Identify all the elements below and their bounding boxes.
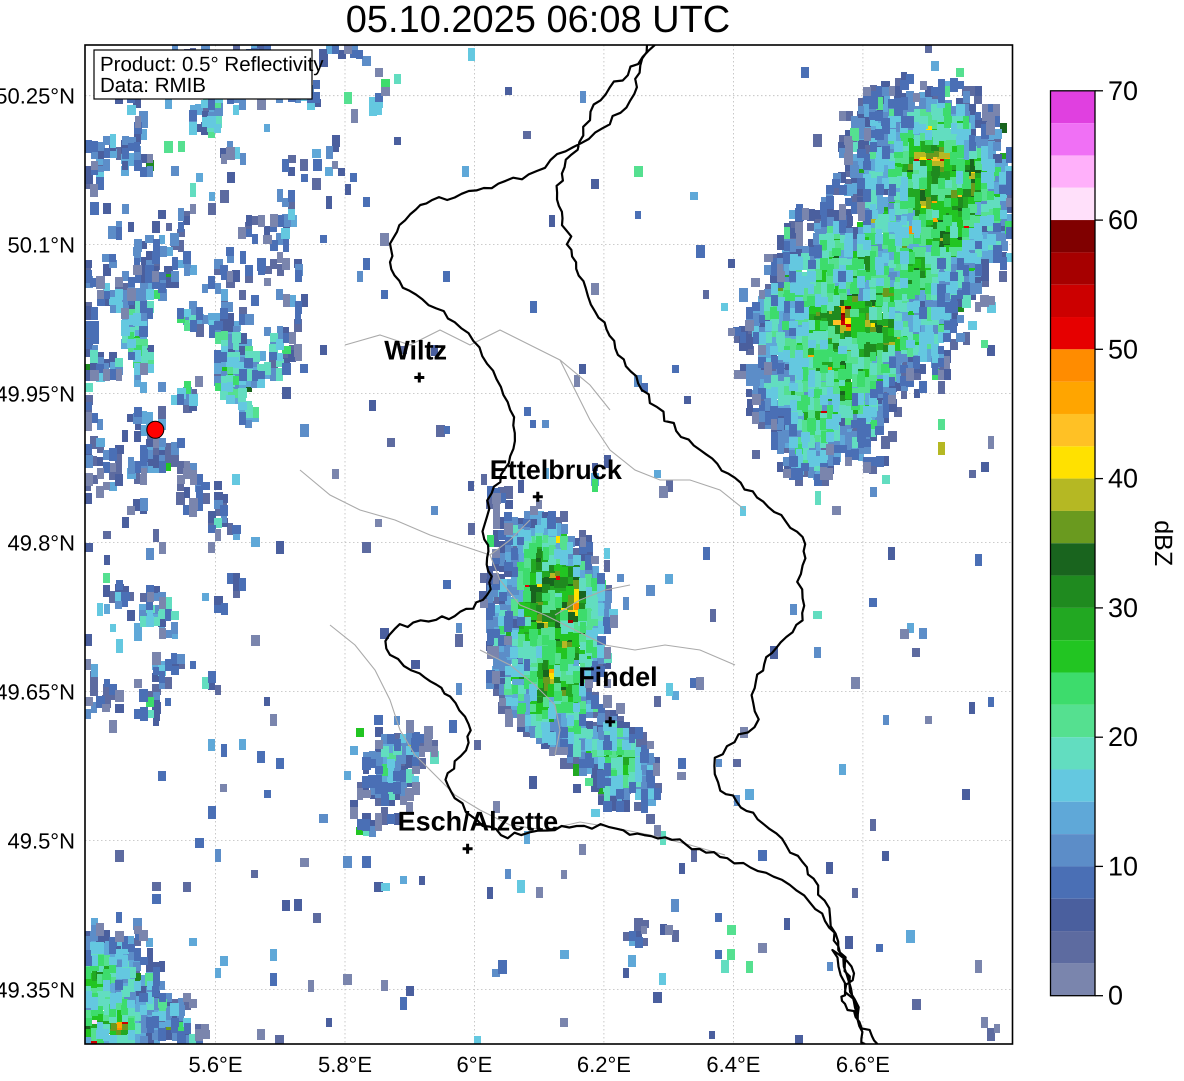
svg-text:30: 30: [1108, 593, 1138, 623]
svg-text:49.95°N: 49.95°N: [0, 382, 75, 407]
svg-text:20: 20: [1108, 722, 1138, 752]
svg-text:Data: RMIB: Data: RMIB: [100, 74, 206, 97]
svg-text:6.6°E: 6.6°E: [836, 1052, 890, 1077]
svg-text:49.35°N: 49.35°N: [0, 978, 75, 1003]
svg-text:Product: 0.5° Reflectivity: Product: 0.5° Reflectivity: [100, 53, 324, 76]
svg-text:6.4°E: 6.4°E: [706, 1052, 760, 1077]
svg-text:50: 50: [1108, 334, 1138, 364]
svg-text:50.1°N: 50.1°N: [7, 233, 75, 258]
svg-text:5.6°E: 5.6°E: [188, 1052, 242, 1077]
svg-text:5.8°E: 5.8°E: [318, 1052, 372, 1077]
svg-text:05.10.2025 06:08 UTC: 05.10.2025 06:08 UTC: [346, 0, 731, 41]
svg-text:6°E: 6°E: [457, 1052, 493, 1077]
svg-text:10: 10: [1108, 851, 1138, 881]
svg-text:50.25°N: 50.25°N: [0, 84, 75, 109]
svg-text:0: 0: [1108, 981, 1123, 1011]
svg-text:49.65°N: 49.65°N: [0, 680, 75, 705]
svg-text:Ettelbruck: Ettelbruck: [490, 455, 623, 485]
svg-text:40: 40: [1108, 464, 1138, 494]
svg-text:6.2°E: 6.2°E: [577, 1052, 631, 1077]
svg-text:dBZ: dBZ: [1149, 520, 1177, 566]
svg-text:49.8°N: 49.8°N: [7, 531, 75, 556]
svg-text:Findel: Findel: [578, 662, 658, 692]
svg-text:Esch/Alzette: Esch/Alzette: [398, 807, 559, 837]
svg-text:60: 60: [1108, 205, 1138, 235]
svg-text:Wiltz: Wiltz: [384, 336, 447, 366]
svg-text:49.5°N: 49.5°N: [7, 829, 75, 854]
svg-text:70: 70: [1108, 76, 1138, 106]
